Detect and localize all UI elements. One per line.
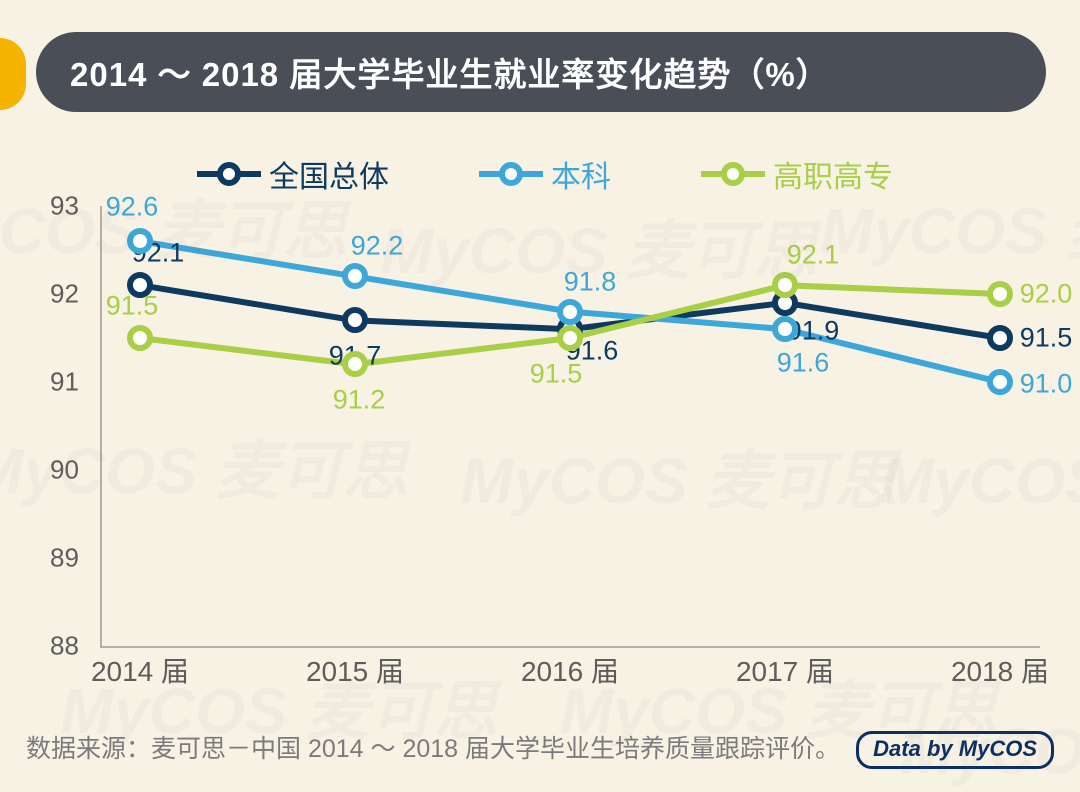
data-marker <box>342 263 368 289</box>
x-tick-label: 2016 届 <box>521 650 619 690</box>
legend-swatch <box>701 162 765 186</box>
data-marker <box>342 351 368 377</box>
data-marker <box>987 281 1013 307</box>
y-tick-label: 91 <box>50 367 79 398</box>
data-label: 91.6 <box>777 348 830 379</box>
data-label: 91.0 <box>1020 369 1073 400</box>
y-tick-label: 88 <box>50 631 79 662</box>
data-label: 92.0 <box>1020 279 1073 310</box>
data-label: 91.5 <box>1020 323 1073 354</box>
legend-item: 本科 <box>479 152 611 196</box>
data-marker <box>772 272 798 298</box>
legend-label: 全国总体 <box>269 152 389 196</box>
x-tick-label: 2017 届 <box>736 650 834 690</box>
data-marker <box>557 325 583 351</box>
y-tick-label: 89 <box>50 543 79 574</box>
legend: 全国总体 本科 高职高专 <box>40 152 1050 196</box>
legend-label: 本科 <box>551 152 611 196</box>
data-label: 91.5 <box>530 359 583 390</box>
data-label: 91.2 <box>333 385 386 416</box>
x-axis-line <box>100 646 1040 648</box>
data-label: 92.2 <box>351 231 404 262</box>
y-tick-label: 90 <box>50 455 79 486</box>
x-tick-label: 2015 届 <box>306 650 404 690</box>
legend-swatch <box>197 162 261 186</box>
data-marker <box>772 316 798 342</box>
y-axis-line <box>100 206 102 646</box>
x-tick-label: 2018 届 <box>951 650 1049 690</box>
legend-label: 高职高专 <box>773 152 893 196</box>
data-label: 91.8 <box>564 266 617 297</box>
data-marker <box>127 228 153 254</box>
data-label: 92.1 <box>787 240 840 271</box>
data-marker <box>987 325 1013 351</box>
y-tick-label: 92 <box>50 279 79 310</box>
y-tick-label: 93 <box>50 191 79 222</box>
data-marker <box>987 369 1013 395</box>
data-marker <box>342 307 368 333</box>
x-tick-label: 2014 届 <box>91 650 189 690</box>
badge-text: Data by MyCOS <box>873 736 1037 761</box>
data-marker <box>557 299 583 325</box>
plot-area: 8889909192932014 届2015 届2016 届2017 届2018… <box>100 206 1040 646</box>
legend-item: 全国总体 <box>197 152 389 196</box>
chart: 全国总体本科高职高专 8889909192932014 届2015 届2016 … <box>40 136 1050 696</box>
chart-title: 2014 ～ 2018 届大学毕业生就业率变化趋势（%） <box>70 48 830 96</box>
data-label: 92.6 <box>106 192 159 223</box>
source-text: 数据来源：麦可思－中国 2014 ～ 2018 届大学毕业生培养质量跟踪评价。 <box>26 729 840 765</box>
data-marker <box>127 325 153 351</box>
chart-title-bar: 2014 ～ 2018 届大学毕业生就业率变化趋势（%） <box>36 32 1046 112</box>
legend-swatch <box>479 162 543 186</box>
legend-item: 高职高专 <box>701 152 893 196</box>
data-by-badge: Data by MyCOS <box>856 731 1054 769</box>
accent-pill <box>0 38 26 110</box>
data-label: 91.5 <box>106 291 159 322</box>
